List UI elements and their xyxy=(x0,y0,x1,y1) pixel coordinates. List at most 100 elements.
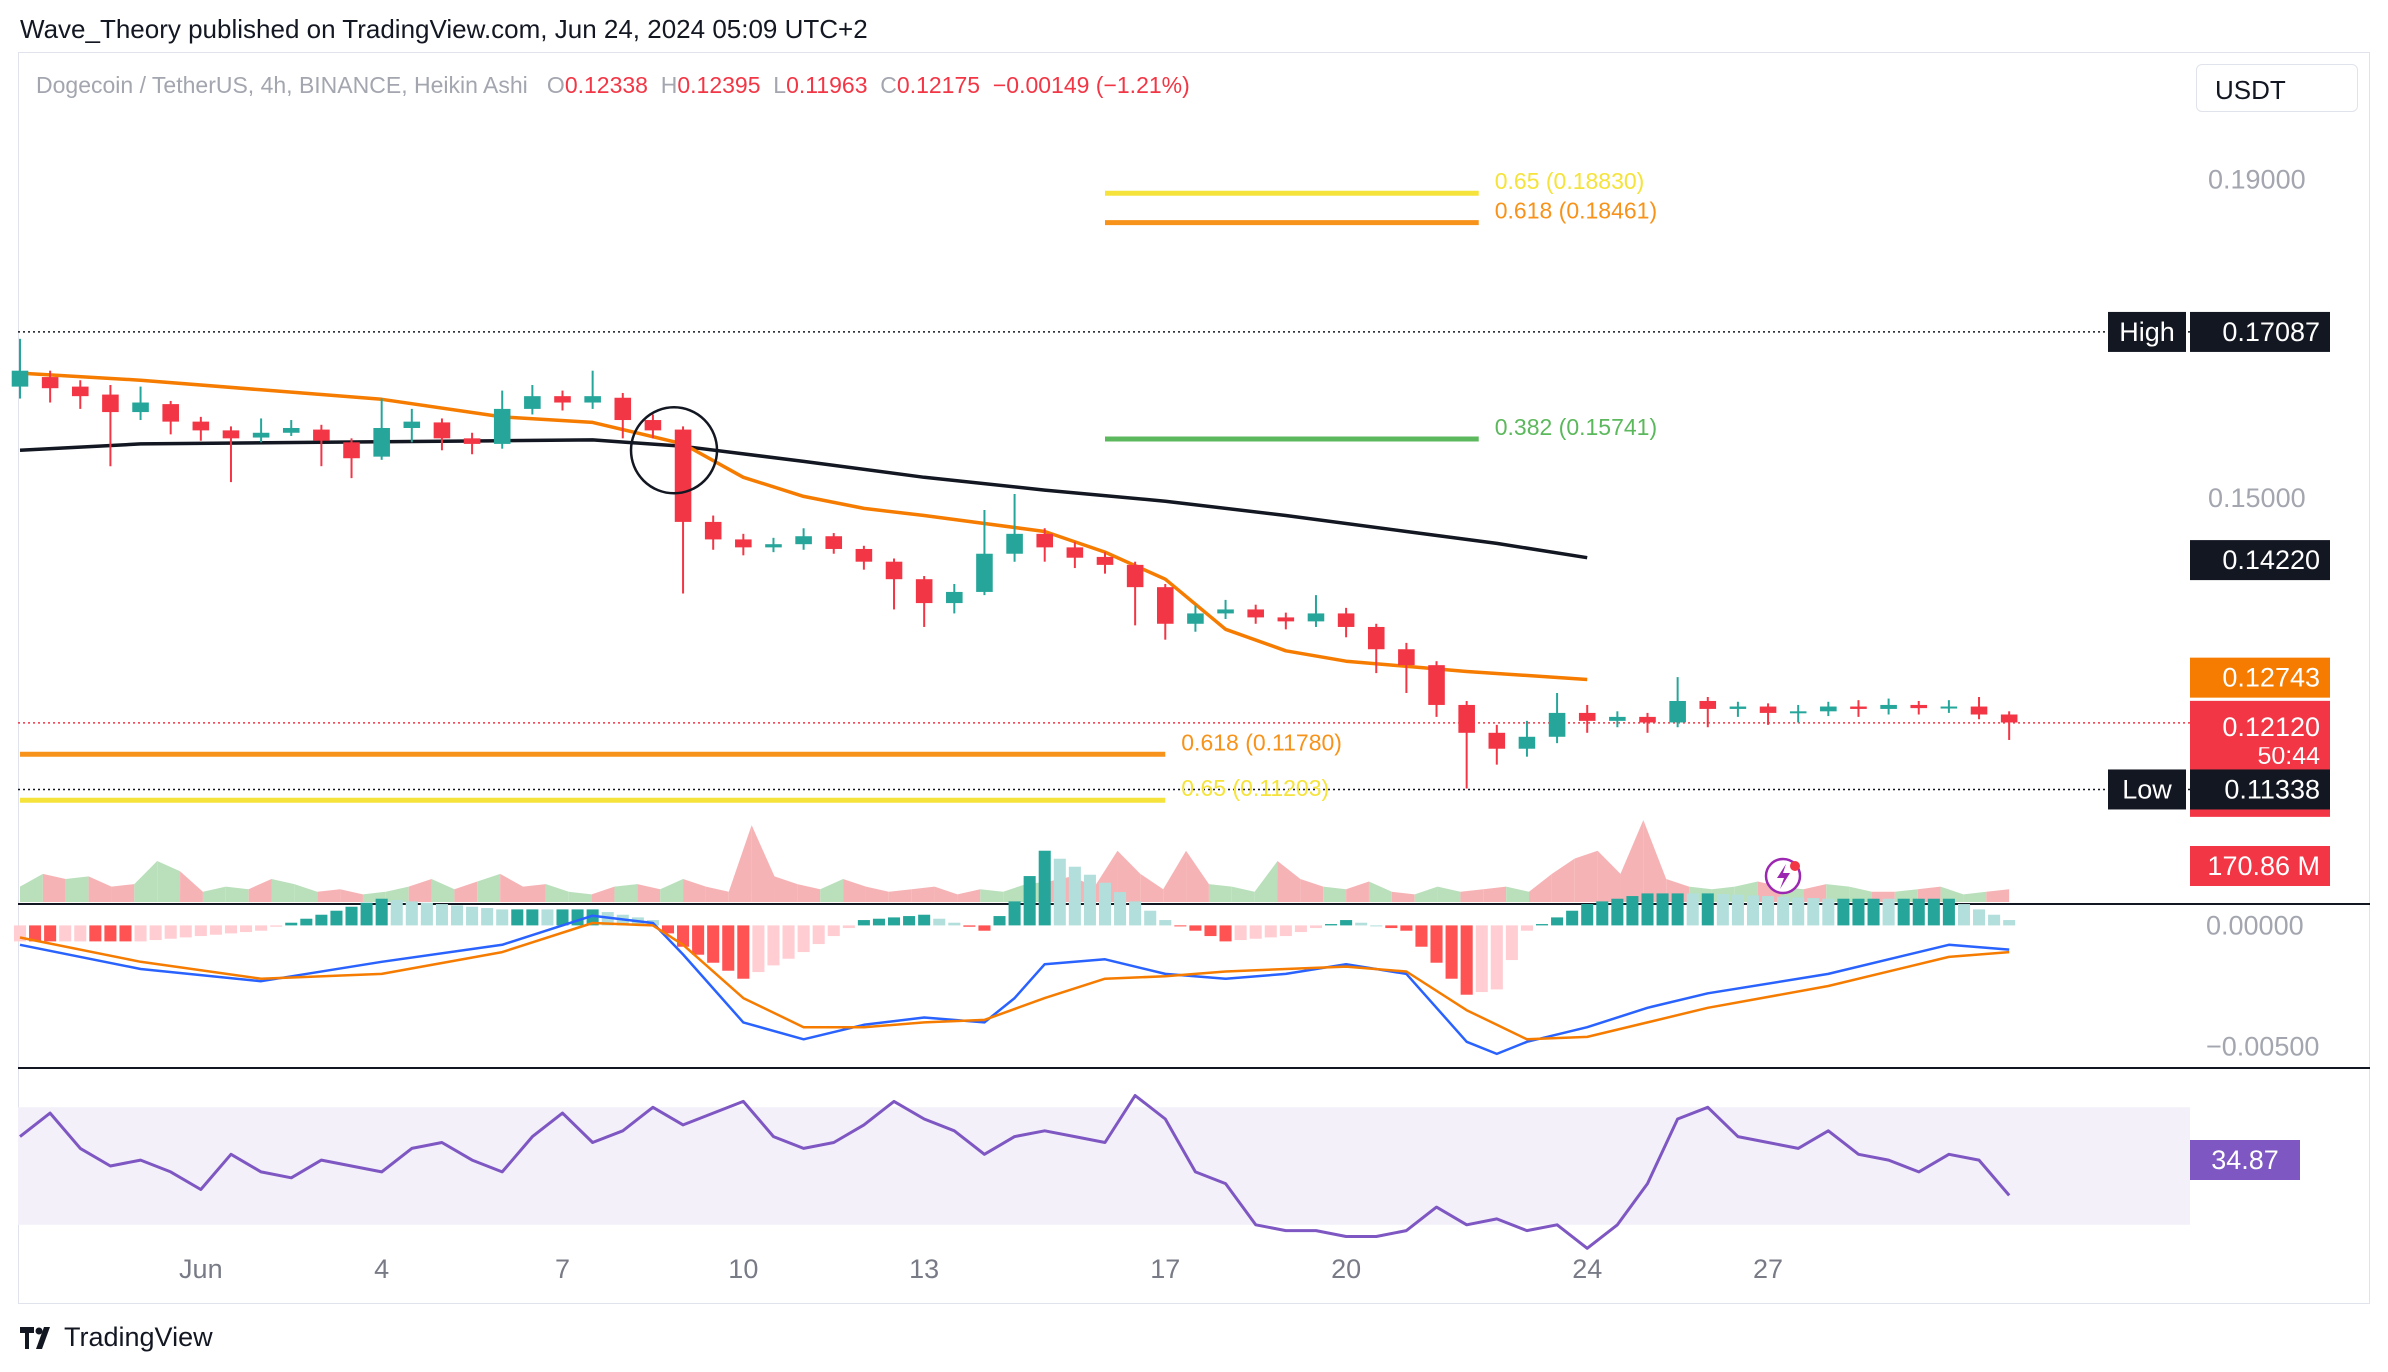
macd-histogram-bar xyxy=(1144,910,1157,926)
volume-area-segment xyxy=(202,886,226,902)
candle-body xyxy=(1156,587,1174,624)
macd-histogram-bar xyxy=(1867,898,1880,926)
candle-body xyxy=(1428,665,1445,705)
macd-histogram-bar xyxy=(270,925,283,927)
rsi-line xyxy=(19,1094,2011,1250)
heikin-ashi-candle xyxy=(524,385,541,415)
price-axis-label-box xyxy=(2190,707,2330,748)
macd-histogram-bar xyxy=(1716,894,1729,926)
macd-histogram-bar xyxy=(1355,922,1368,926)
volume-axis-label: 170.86 M xyxy=(2190,846,2330,886)
candle-body xyxy=(282,427,300,433)
candle-body xyxy=(1759,706,1777,713)
heikin-ashi-candle xyxy=(1066,541,1084,569)
candle-body xyxy=(11,370,29,387)
macd-histogram-bar xyxy=(842,925,855,929)
volume-area-segment xyxy=(568,891,592,902)
macd-histogram-bar xyxy=(978,925,991,931)
macd-histogram-bar xyxy=(1023,876,1036,926)
candle-body xyxy=(795,536,812,545)
candle-body xyxy=(162,404,179,422)
macd-histogram-bar xyxy=(888,917,901,926)
heikin-ashi-candle xyxy=(1880,698,1897,715)
heikin-ashi-candle xyxy=(1337,607,1355,638)
macd-histogram-bar xyxy=(1340,920,1353,926)
heikin-ashi-candle xyxy=(1398,642,1415,694)
heikin-ashi-candle xyxy=(433,418,451,451)
price-axis-tag: High xyxy=(2119,317,2175,347)
candle-body xyxy=(463,438,481,444)
macd-histogram-bar xyxy=(1294,925,1307,933)
macd-histogram-bar xyxy=(1068,866,1081,926)
macd-histogram-bar xyxy=(1671,893,1684,926)
time-axis-tick: 24 xyxy=(1572,1254,1602,1284)
macd-histogram-bar xyxy=(1837,898,1850,926)
macd-histogram-bar xyxy=(1882,898,1895,926)
candle-body xyxy=(1398,649,1415,666)
heikin-ashi-candle xyxy=(1699,696,1717,728)
high-label: H xyxy=(660,72,678,98)
currency-button[interactable]: USDT xyxy=(2196,64,2358,112)
macd-histogram-bar xyxy=(586,909,599,926)
volume-area-segment xyxy=(1231,886,1255,902)
macd-histogram-bar xyxy=(556,909,569,926)
candle-body xyxy=(524,396,541,409)
volume-area-segment xyxy=(431,878,455,902)
volume-area-segment xyxy=(1826,884,1850,902)
macd-histogram-bar xyxy=(857,920,870,926)
open-value: 0.12338 xyxy=(564,72,648,98)
candle-body xyxy=(132,402,149,413)
macd-histogram-bar xyxy=(903,916,916,926)
macd-histogram-bar xyxy=(1264,925,1277,938)
low-label: L xyxy=(773,72,787,98)
volume-area-segment xyxy=(225,886,249,902)
heikin-ashi-candle xyxy=(1940,700,1958,713)
macd-histogram-bar xyxy=(1777,896,1790,926)
macd-histogram-bar xyxy=(1942,898,1955,926)
candle-body xyxy=(1036,533,1054,548)
heikin-ashi-candle xyxy=(162,400,179,435)
heikin-ashi-candle xyxy=(132,386,149,421)
candle-body xyxy=(403,421,421,428)
macd-histogram-bar xyxy=(1460,925,1473,995)
candle-body xyxy=(1910,704,1928,709)
tradingview-logo[interactable]: TradingView xyxy=(20,1322,213,1353)
heikin-ashi-candle xyxy=(735,533,752,556)
volume-area-segment xyxy=(545,884,569,902)
macd-histogram-bar xyxy=(1792,897,1805,926)
heikin-ashi-candle xyxy=(1578,704,1596,733)
macd-histogram-bar xyxy=(707,925,720,963)
volume-area-segment xyxy=(683,878,706,902)
macd-histogram-bar xyxy=(1686,893,1699,926)
heikin-ashi-candle xyxy=(795,528,812,550)
time-axis-tick: 7 xyxy=(555,1254,570,1284)
volume-area-segment xyxy=(271,878,295,902)
volume-area-segment xyxy=(1940,886,1964,902)
candle-body xyxy=(1488,732,1506,749)
close-value: 0.12175 xyxy=(896,72,981,98)
candle-body xyxy=(1609,716,1626,721)
volume-area-segment xyxy=(88,876,112,902)
macd-histogram-bar xyxy=(149,925,162,941)
macd-histogram-bar xyxy=(1566,910,1579,926)
macd-signal-line xyxy=(19,921,2010,1041)
macd-histogram-bar xyxy=(435,904,448,926)
macd-histogram-bar xyxy=(315,914,328,926)
heikin-ashi-candle xyxy=(1126,561,1144,626)
macd-histogram-bar xyxy=(1129,901,1142,926)
heikin-ashi-candle xyxy=(765,537,782,553)
alert-icon[interactable] xyxy=(1764,857,1802,895)
heikin-ashi-candle xyxy=(855,545,873,570)
macd-line xyxy=(19,914,2010,1056)
macd-histogram-bar xyxy=(1731,894,1744,926)
macd-histogram-bar xyxy=(1400,925,1413,931)
macd-histogram-bar xyxy=(2003,920,2016,926)
macd-histogram-bar xyxy=(179,925,192,938)
rsi-band xyxy=(18,1107,2190,1225)
volume-area-segment xyxy=(728,825,752,902)
volume-area-segment xyxy=(1597,850,1621,902)
heikin-ashi-candle xyxy=(1820,701,1837,717)
time-axis-tick: Jun xyxy=(179,1254,223,1284)
macd-histogram-bar xyxy=(993,916,1006,926)
